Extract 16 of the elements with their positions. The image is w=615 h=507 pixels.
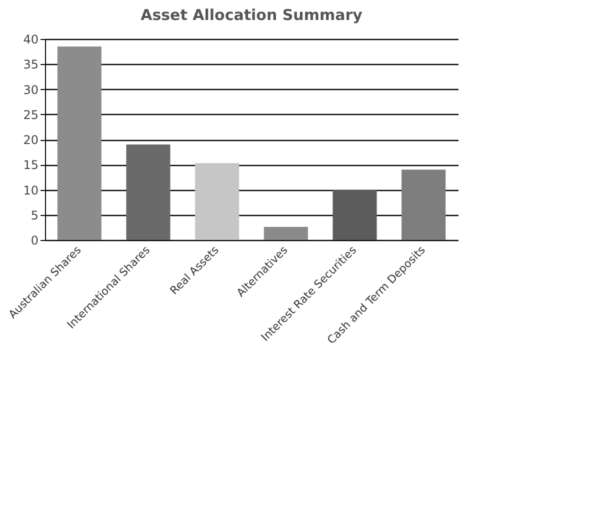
y-tick-label: 15 <box>23 158 38 172</box>
bar <box>264 226 308 240</box>
bar <box>402 170 446 240</box>
y-tick-label: 5 <box>30 208 38 222</box>
y-tick-label: 10 <box>23 183 38 198</box>
y-tick-label: 30 <box>23 82 38 97</box>
y-tick-label: 0 <box>30 234 38 248</box>
bar <box>332 190 377 240</box>
bar <box>57 46 102 240</box>
chart-title: Asset Allocation Summary <box>140 6 363 24</box>
y-tick-label: 20 <box>23 133 38 147</box>
y-tick-label: 40 <box>23 32 38 46</box>
y-tick-label: 25 <box>23 108 38 122</box>
bar <box>195 163 240 240</box>
y-tick-label: 35 <box>23 58 38 72</box>
bar <box>126 144 170 240</box>
